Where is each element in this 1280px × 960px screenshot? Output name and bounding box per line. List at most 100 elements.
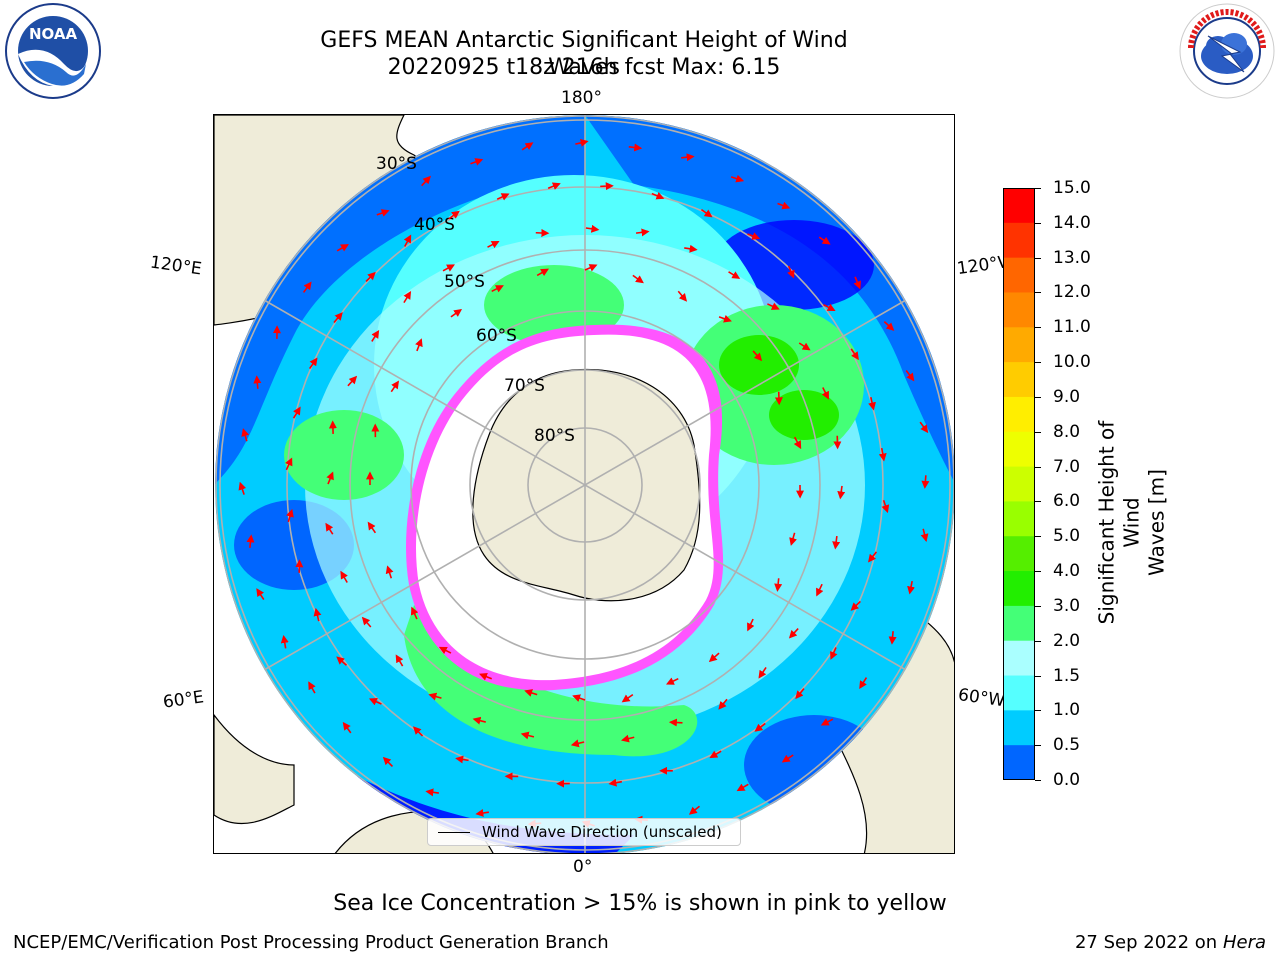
wave-direction-arrow xyxy=(246,534,255,548)
colorbar-segment xyxy=(1003,466,1035,502)
wave-direction-arrow xyxy=(621,734,635,743)
colorbar-tick-label: 11.0 xyxy=(1053,317,1091,338)
wave-direction-arrow xyxy=(253,375,262,389)
wave-direction-arrow xyxy=(313,607,322,622)
colorbar-segment xyxy=(1003,571,1035,607)
colorbar-segment xyxy=(1003,710,1035,746)
wave-direction-arrow xyxy=(850,348,859,361)
wave-direction-arrow xyxy=(286,508,294,523)
colorbar-segment xyxy=(1003,640,1035,677)
colorbar-tick-mark xyxy=(1035,257,1041,259)
wave-direction-arrow xyxy=(285,457,293,471)
wave-direction-arrow xyxy=(475,808,489,817)
wave-direction-arrow xyxy=(632,274,644,284)
wave-direction-arrow xyxy=(789,532,797,546)
wave-direction-arrow xyxy=(308,357,318,370)
wave-direction-arrow xyxy=(425,788,439,797)
wave-direction-arrow xyxy=(572,694,586,702)
wave-direction-arrow xyxy=(280,634,289,649)
colorbar-tick-label: 13.0 xyxy=(1053,247,1091,268)
wave-direction-arrow xyxy=(336,656,347,666)
wave-direction-arrow xyxy=(438,646,452,655)
chart-subtitle: 20220925 t18z 216h fcst Max: 6.15 xyxy=(387,55,781,80)
wave-direction-arrow xyxy=(382,756,394,768)
wave-direction-arrow xyxy=(342,721,352,734)
lon-label-180: 180° xyxy=(561,88,602,108)
wave-direction-arrow xyxy=(333,312,343,324)
colorbar-tick-label: 3.0 xyxy=(1053,595,1081,616)
colorbar-tick-mark xyxy=(1035,431,1041,433)
wave-direction-arrow xyxy=(700,208,713,218)
colorbar-tick-label: 8.0 xyxy=(1053,421,1081,442)
sea-ice-caption: Sea Ice Concentration > 15% is shown in … xyxy=(333,891,947,916)
wave-direction-arrow xyxy=(470,158,484,166)
colorbar-tick-label: 15.0 xyxy=(1053,178,1091,198)
wave-direction-arrow xyxy=(859,677,868,690)
wave-direction-arrow xyxy=(395,654,404,667)
colorbar-tick-label: 1.5 xyxy=(1053,665,1081,686)
svg-text:70°S: 70°S xyxy=(504,376,545,396)
wave-direction-arrow xyxy=(758,666,767,679)
wave-direction-arrow xyxy=(238,481,247,495)
wave-direction-arrow xyxy=(919,421,929,434)
colorbar-tick-label: 6.0 xyxy=(1053,491,1081,512)
wave-direction-arrow xyxy=(853,276,861,290)
colorbar-tick-label: 9.0 xyxy=(1053,386,1081,407)
footer-date: 27 Sep 2022 on Hera xyxy=(1074,932,1266,953)
wave-direction-arrow xyxy=(818,236,831,245)
colorbar-tick-mark xyxy=(1035,745,1041,747)
wave-direction-arrow xyxy=(793,436,802,450)
wave-direction-arrow xyxy=(621,693,634,703)
colorbar-tick-label: 4.0 xyxy=(1053,561,1081,582)
wave-direction-arrow xyxy=(881,499,890,514)
wave-direction-arrow xyxy=(448,210,460,220)
wave-direction-arrow xyxy=(491,285,504,293)
svg-text:NOAA: NOAA xyxy=(29,25,78,43)
colorbar-tick-mark xyxy=(1035,466,1041,468)
wave-direction-arrow xyxy=(308,681,316,694)
map-legend: Wind Wave Direction (unscaled) xyxy=(427,818,741,846)
colorbar-segment xyxy=(1003,605,1035,642)
wave-direction-arrow xyxy=(920,528,929,542)
colorbar-tick-label: 7.0 xyxy=(1053,456,1081,477)
wind-wave-direction-arrows xyxy=(238,138,930,828)
wave-direction-arrow xyxy=(832,535,841,550)
nws-logo xyxy=(1178,2,1276,100)
wave-direction-arrow xyxy=(455,755,469,764)
svg-text:80°S: 80°S xyxy=(534,426,575,446)
wave-direction-arrow xyxy=(336,244,349,252)
wave-direction-arrow xyxy=(487,240,500,249)
colorbar-tick-label: 2.0 xyxy=(1053,630,1081,651)
wave-direction-arrow xyxy=(371,329,380,342)
wave-direction-arrow xyxy=(367,521,377,534)
wave-direction-arrow xyxy=(788,628,799,639)
wave-direction-arrow xyxy=(575,138,589,147)
colorbar-segment xyxy=(1003,675,1035,711)
wave-direction-arrow xyxy=(347,375,358,387)
colorbar-tick-mark xyxy=(1035,710,1041,712)
lon-label-120w: 120°W xyxy=(955,252,1005,280)
wave-direction-arrow xyxy=(479,672,493,681)
colorbar-label: Significant Height of Wind Waves [m] xyxy=(1094,420,1169,625)
wave-direction-arrow xyxy=(421,175,431,187)
wave-direction-arrow xyxy=(415,338,423,352)
wave-direction-arrow xyxy=(292,406,301,419)
wave-direction-arrow xyxy=(798,342,811,351)
wave-direction-arrow xyxy=(547,182,561,190)
lon-label-0: 0° xyxy=(573,857,593,877)
wave-direction-arrow xyxy=(472,716,486,725)
wave-direction-arrow xyxy=(777,201,791,210)
wave-direction-arrow xyxy=(665,677,679,685)
colorbar-segment xyxy=(1003,745,1035,780)
wave-direction-arrow xyxy=(781,754,794,763)
wave-direction-arrow xyxy=(921,475,930,489)
wave-direction-arrow xyxy=(681,153,695,162)
wave-direction-arrow xyxy=(907,580,915,595)
wave-direction-arrow xyxy=(628,143,643,152)
wave-direction-arrow xyxy=(241,428,250,442)
wave-direction-arrow xyxy=(368,698,382,706)
wave-direction-arrow xyxy=(837,485,846,500)
wave-direction-arrow xyxy=(608,778,622,787)
wave-direction-arrow xyxy=(385,565,394,579)
wave-direction-arrow xyxy=(850,600,861,611)
